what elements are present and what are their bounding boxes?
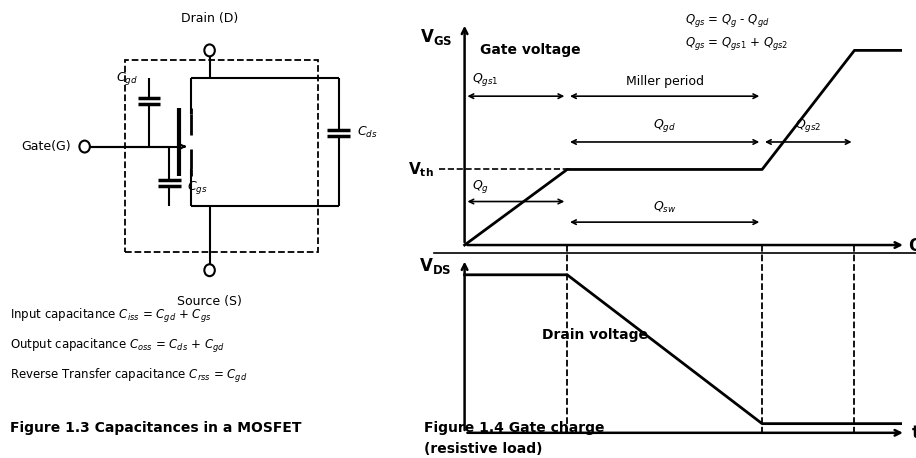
Text: Reverse Transfer capacitance $C_{rss}$ = $C_{gd}$: Reverse Transfer capacitance $C_{rss}$ =… [10, 366, 247, 385]
Text: Miller period: Miller period [626, 75, 703, 88]
Text: $Q_{sw}$: $Q_{sw}$ [653, 200, 676, 215]
Text: $\mathbf{V_{DS}}$: $\mathbf{V_{DS}}$ [420, 256, 452, 276]
Text: $C_{gs}$: $C_{gs}$ [188, 179, 208, 196]
Text: Source (S): Source (S) [177, 295, 242, 308]
Text: Figure 1.4 Gate charge: Figure 1.4 Gate charge [423, 421, 604, 435]
Text: Output capacitance $C_{oss}$ = $C_{ds}$ + $C_{gd}$: Output capacitance $C_{oss}$ = $C_{ds}$ … [10, 337, 225, 355]
Text: $Q_{gs1}$: $Q_{gs1}$ [473, 71, 499, 88]
Text: $Q_{gd}$: $Q_{gd}$ [653, 117, 676, 134]
Text: $Q_{gs}$ = $Q_g$ - $Q_{gd}$: $Q_{gs}$ = $Q_g$ - $Q_{gd}$ [685, 12, 769, 29]
Bar [125, 60, 319, 252]
Text: $C_{ds}$: $C_{ds}$ [356, 125, 377, 140]
Text: $\mathbf{V_{th}}$: $\mathbf{V_{th}}$ [408, 160, 434, 179]
Text: (resistive load): (resistive load) [423, 442, 542, 456]
Text: $Q_{gs2}$: $Q_{gs2}$ [795, 117, 822, 134]
Text: $\mathbf{Q}$: $\mathbf{Q}$ [909, 235, 916, 255]
Text: Input capacitance $C_{iss}$ = $C_{gd}$ + $C_{gs}$: Input capacitance $C_{iss}$ = $C_{gd}$ +… [10, 307, 212, 325]
Text: $\mathbf{t}$: $\mathbf{t}$ [911, 424, 916, 442]
Text: $Q_g$: $Q_g$ [473, 178, 489, 195]
Text: Drain (D): Drain (D) [181, 12, 238, 25]
Text: Gate(G): Gate(G) [21, 140, 71, 153]
Text: Drain voltage: Drain voltage [541, 328, 648, 343]
Text: $Q_{gs}$ = $Q_{gs1}$ + $Q_{gs2}$: $Q_{gs}$ = $Q_{gs1}$ + $Q_{gs2}$ [685, 35, 789, 52]
Text: Figure 1.3 Capacitances in a MOSFET: Figure 1.3 Capacitances in a MOSFET [10, 421, 301, 435]
Text: Gate voltage: Gate voltage [480, 44, 581, 57]
Text: $\mathbf{V_{GS}}$: $\mathbf{V_{GS}}$ [420, 27, 452, 47]
Text: $C_{gd}$: $C_{gd}$ [116, 70, 138, 87]
